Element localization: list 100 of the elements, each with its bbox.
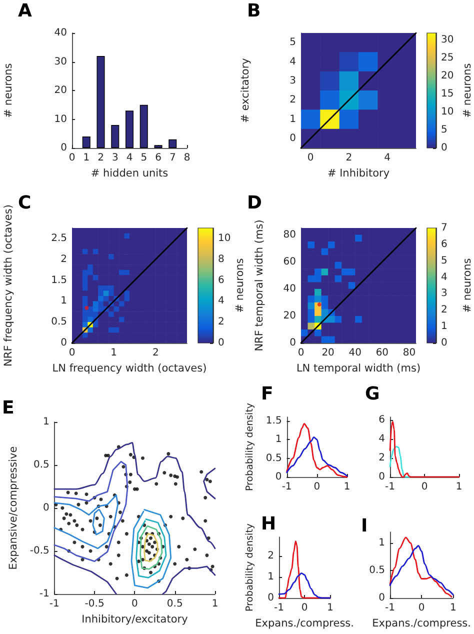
y-tick-label: 4: [378, 433, 385, 444]
y-axis-title: # neurons: [2, 63, 14, 118]
color-bar-label: 30: [441, 34, 454, 46]
y-tick-label: 1: [275, 434, 282, 445]
y-tick-label: 0: [60, 142, 67, 154]
color-bar-label: 1: [441, 321, 448, 332]
x-axis-title: LN frequency width (octaves): [52, 362, 207, 374]
x-tick-label: 1: [110, 348, 118, 358]
chart-title: E: [2, 398, 14, 418]
y-tick-label: 40: [54, 28, 67, 38]
color-bar-label: 8: [218, 254, 224, 265]
y-tick-label: 1: [378, 538, 385, 548]
y-tick-label: 2: [290, 94, 296, 106]
x-tick-label: 6: [155, 152, 162, 164]
x-tick-label: 5: [140, 152, 148, 164]
chart-title: I: [361, 516, 368, 536]
y-tick-label: 1.5: [51, 274, 67, 286]
color-bar-label: 0: [441, 338, 448, 348]
y-tick-label: -1: [39, 588, 50, 600]
x-tick-label: 0: [418, 602, 425, 614]
color-bar-label: 5: [441, 255, 448, 266]
x-tick-label: 8: [184, 152, 190, 164]
x-tick-label: 2: [152, 348, 159, 358]
color-bar-label: 25: [441, 52, 454, 64]
color-bar-label: 4: [441, 272, 448, 283]
y-tick-label: 1: [268, 571, 274, 582]
x-tick-label: 0: [132, 598, 138, 610]
x-axis-title: Inhibitory/excitatory: [82, 614, 188, 626]
chart-title: G: [365, 384, 380, 404]
x-tick-label: 0: [68, 152, 76, 164]
y-tick-label: 0.5: [34, 460, 50, 470]
chart-title: D: [247, 192, 262, 214]
y-tick-label: 20: [54, 85, 67, 96]
y-tick-label: 60: [283, 256, 296, 268]
x-tick-label: 2: [98, 152, 104, 164]
y-tick-label: 0: [43, 502, 50, 514]
x-tick-label: 80: [402, 348, 416, 358]
y-tick-label: 5: [290, 37, 296, 48]
x-axis-title: Expans./compress.: [372, 618, 472, 630]
color-bar-title: # neurons: [462, 63, 474, 118]
chart-title: H: [261, 514, 276, 534]
color-bar-label: 10: [218, 232, 231, 244]
x-tick-label: 40: [348, 348, 362, 358]
color-bar-label: 2: [441, 304, 448, 316]
y-tick-label: 2: [268, 550, 274, 562]
x-tick-label: 0: [307, 152, 314, 164]
x-tick-label: 3: [112, 152, 118, 164]
color-bar-title: # neurons: [234, 258, 246, 313]
color-bar-label: 20: [441, 70, 454, 82]
x-tick-label: 0: [314, 482, 320, 492]
x-axis-title: LN temporal width (ms): [296, 362, 421, 374]
y-tick-label: 0: [290, 338, 296, 348]
x-tick-label: 0: [68, 348, 76, 358]
y-tick-label: 4: [290, 56, 296, 68]
chart-title: C: [18, 192, 32, 214]
x-tick-label: 1: [326, 602, 334, 614]
y-tick-label: 1: [43, 416, 50, 428]
y-tick-label: 10: [54, 114, 67, 125]
y-tick-label: 30: [54, 56, 67, 68]
y-tick-label: 0.5: [266, 452, 282, 464]
y-axis-title: Probability density: [244, 523, 256, 612]
y-tick-label: 0: [60, 338, 67, 348]
x-axis-title: # hidden units: [90, 168, 168, 180]
y-axis-title: NRF frequency width (octaves): [2, 204, 14, 366]
y-tick-label: 3: [290, 75, 296, 86]
x-tick-label: 0: [301, 602, 308, 614]
x-tick-label: 0.5: [166, 598, 183, 610]
y-tick-label: 20: [283, 310, 296, 322]
y-tick-label: 2: [378, 452, 385, 464]
color-bar-label: 2: [218, 316, 224, 328]
y-tick-label: 40: [283, 283, 296, 294]
color-bar-label: 10: [441, 106, 454, 118]
y-tick-label: 0.5: [369, 565, 385, 576]
x-tick-label: 1: [212, 598, 218, 610]
color-bar-label: 0: [441, 142, 448, 154]
y-axis-title: NRF temporal width (ms): [254, 220, 266, 352]
chart-title: A: [18, 0, 32, 22]
y-tick-label: 2.5: [51, 232, 67, 244]
color-bar-label: 7: [441, 222, 448, 234]
x-tick-label: 1: [344, 482, 350, 492]
color-bar-label: 15: [441, 88, 454, 100]
x-tick-label: 2: [346, 152, 352, 164]
color-bar-label: 6: [218, 274, 224, 286]
chart-title: B: [247, 0, 261, 22]
y-tick-label: 2: [60, 254, 67, 265]
x-tick-label: 1: [450, 602, 456, 614]
y-tick-label: 0: [275, 472, 282, 482]
color-bar-label: 0: [218, 338, 224, 348]
x-tick-label: 4: [126, 152, 133, 164]
color-bar-title: # neurons: [462, 258, 474, 313]
y-axis-title: Probability density: [244, 402, 256, 492]
y-tick-label: 0: [290, 132, 296, 144]
x-tick-label: 1: [83, 152, 90, 164]
y-tick-label: 0.5: [51, 316, 67, 328]
y-axis-title: Expansive/compressive: [8, 446, 20, 570]
x-tick-label: 1: [456, 482, 462, 492]
x-tick-label: 0: [298, 348, 304, 358]
color-bar-label: 3: [441, 288, 448, 300]
y-tick-label: 1: [290, 114, 296, 125]
color-bar-label: 6: [441, 238, 448, 250]
